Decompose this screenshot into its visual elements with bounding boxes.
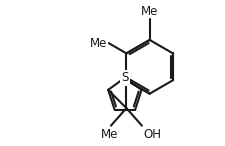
Text: Me: Me: [141, 5, 158, 18]
Text: Me: Me: [90, 36, 108, 49]
Text: S: S: [121, 71, 128, 84]
Text: Me: Me: [101, 128, 119, 141]
Text: OH: OH: [144, 128, 162, 141]
